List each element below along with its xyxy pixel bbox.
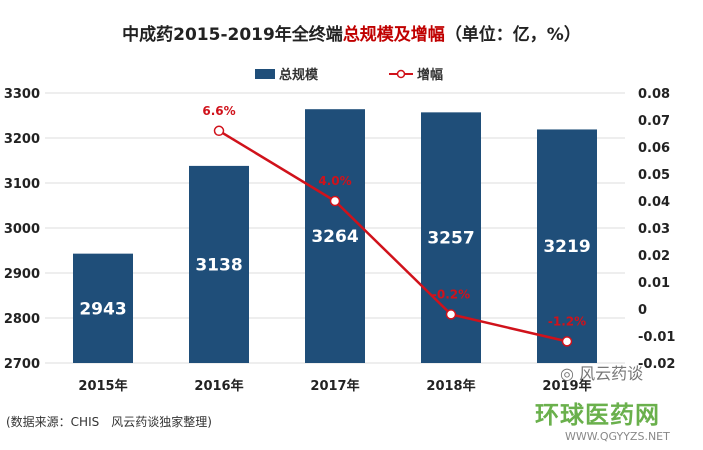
bar-value-label: 3257 [427,229,474,249]
bar-value-label: 3264 [311,227,358,247]
x-tick-label: 2018年 [426,378,475,394]
legend-line-label: 增幅 [417,67,443,83]
wechat-icon: ◎ [560,364,574,383]
left-tick-label: 3300 [4,87,40,102]
legend-line-marker [396,69,406,79]
bar-value-label: 2943 [79,299,126,319]
growth-label: 6.6% [202,104,235,118]
growth-point [213,125,225,137]
x-tick-label: 2016年 [194,378,243,394]
bar-value-label: 3219 [543,237,590,257]
site-watermark-en: WWW.QGYYZS.NET [565,430,670,443]
right-tick-label: 0.06 [638,141,670,156]
right-tick-label: 0.03 [638,222,670,237]
data-source: (数据来源：CHIS 风云药谈独家整理) [6,415,212,429]
bar [305,109,365,363]
growth-label: -1.2% [548,314,586,328]
title-highlight: 总规模及增幅 [342,25,445,45]
right-tick-label: 0.02 [638,249,670,264]
bar [421,112,481,363]
left-tick-label: 2800 [4,312,40,327]
title-prefix: 中成药2015-2019年全终端 [122,25,343,45]
growth-point [561,336,573,347]
growth-line [218,129,568,343]
x-tick-label: 2019年 [542,378,591,394]
right-tick-label: 0.05 [638,168,670,183]
title-suffix: （单位：亿，%） [444,25,581,45]
right-tick-label: 0.01 [638,276,670,291]
left-tick-label: 2700 [4,357,40,372]
site-watermark: 环球医药网 WWW.QGYYZS.NET [535,395,670,443]
bar [537,129,597,363]
x-tick-label: 2015年 [78,378,127,394]
right-tick-label: -0.02 [638,357,675,372]
wechat-watermark-text: 风云药谈 [579,364,644,383]
bar-value-label: 3138 [195,255,242,275]
left-tick-label: 2900 [4,267,40,282]
bar [189,165,249,363]
right-tick-label: 0.04 [638,195,670,210]
legend: 总规模 增幅 [255,67,443,83]
site-watermark-cn: 环球医药网 [535,401,660,429]
x-tick-label: 2017年 [310,378,359,394]
chart-title: 中成药2015-2019年全终端总规模及增幅（单位：亿，%） [0,20,703,45]
right-tick-label: -0.01 [638,330,675,345]
growth-point [445,309,457,320]
right-tick-label: 0 [638,303,647,318]
wechat-watermark: ◎ 风云药谈 [560,360,643,384]
left-tick-label: 3200 [4,132,40,147]
growth-label: -0.2% [432,287,470,301]
right-tick-label: 0.07 [638,114,670,129]
left-tick-label: 3100 [4,177,40,192]
legend-bar-label: 总规模 [279,67,319,83]
right-tick-label: 0.08 [638,87,670,102]
legend-bar-swatch [255,69,275,79]
growth-point [329,195,341,207]
growth-label: 4.0% [318,174,351,188]
left-tick-label: 3000 [4,222,40,237]
bar [73,253,133,363]
